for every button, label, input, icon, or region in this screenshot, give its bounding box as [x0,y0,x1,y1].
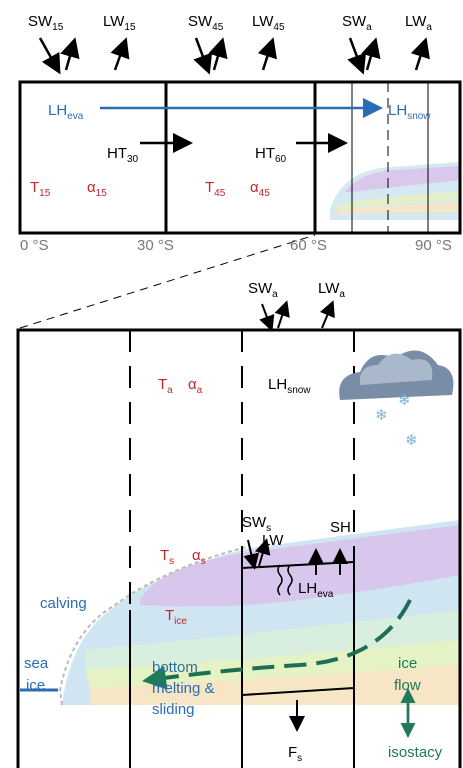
label: ice [398,655,417,672]
label-main: HT [255,145,275,162]
label: SWa [248,280,278,300]
label: HT30 [107,145,139,165]
label-sub: s [201,556,206,567]
label-sub: 15 [39,188,51,199]
label-sub: a [167,385,173,396]
label-sub: 45 [273,22,285,33]
label-sub: snow [287,385,311,396]
climate-ice-diagram: ❄ ❄ ❄ SW15LW15SW45LW45SWaLWaLHevaLHsnowH… [0,0,463,768]
label-sub: snow [407,111,431,122]
label: SH [330,519,351,536]
label-main: LH [298,580,317,597]
label-sub: 15 [52,22,64,33]
label-main: α [192,547,201,564]
label: α15 [87,179,107,199]
label: LW15 [103,13,136,33]
label: Ts [160,547,174,567]
label-sub: 15 [96,188,108,199]
snowflake: ❄ [405,432,418,449]
label-main: α [87,179,96,196]
label-sub: s [169,556,174,567]
label-main: HT [107,145,127,162]
label-main: LW [252,13,274,30]
label-sub: eva [67,111,84,122]
cloud: ❄ ❄ ❄ [339,350,453,449]
label-main: LW [318,280,340,297]
label: 30 °S [137,237,174,254]
label: SW15 [28,13,64,33]
label-main: SW [248,280,273,297]
label-sub: 45 [212,22,224,33]
label: SWa [342,13,372,33]
label: 0 °S [20,237,49,254]
label: LHeva [48,102,84,122]
label: T15 [30,179,51,199]
label: T45 [205,179,226,199]
label-sub: 60 [275,154,287,165]
label: sea [24,655,49,672]
label-sub: a [366,22,372,33]
label-main: LW [405,13,427,30]
label-main: LH [48,102,67,119]
label-main: SW [28,13,53,30]
label: calving [40,595,87,612]
label: α45 [250,179,270,199]
label-main: T [30,179,39,196]
label: LWa [318,280,345,300]
label-main: SW [342,13,367,30]
label-main: T [205,179,214,196]
label: melting & [152,680,215,697]
label: 90 °S [415,237,452,254]
label-sub: 30 [127,154,139,165]
label-main: α [188,376,197,393]
label-sub: 45 [214,188,226,199]
label: LW [262,532,284,549]
label: Ta [158,376,173,396]
label-main: F [288,744,297,761]
label: 60 °S [290,237,327,254]
label-main: LH [268,376,287,393]
label: αa [188,376,203,396]
label-sub: a [197,385,203,396]
label-main: LW [103,13,125,30]
label: SW45 [188,13,224,33]
label-main: T [165,607,174,624]
label-main: LH [388,102,407,119]
label-sub: a [272,289,278,300]
label: bottom [152,659,198,676]
label: flow [394,677,421,694]
snowflake: ❄ [375,407,388,424]
label: sliding [152,701,195,718]
label-sub: 15 [124,22,136,33]
label-main: SW [188,13,213,30]
label: LWa [405,13,432,33]
label: SWs [242,514,271,534]
label: ice [26,677,45,694]
label-sub: 45 [259,188,271,199]
label: LHsnow [268,376,311,396]
label-main: SW [242,514,267,531]
label: LW45 [252,13,285,33]
label: HT60 [255,145,287,165]
label: isostacy [388,744,443,761]
label-main: T [158,376,167,393]
top-ice [330,162,460,220]
label-sub: s [297,753,302,764]
label-sub: a [426,22,432,33]
snowflake: ❄ [398,392,411,409]
label: Fs [288,744,302,764]
label-main: T [160,547,169,564]
label: LHsnow [388,102,431,122]
label-sub: eva [317,589,334,600]
label-main: α [250,179,259,196]
label-sub: a [339,289,345,300]
label-sub: ice [174,616,187,627]
